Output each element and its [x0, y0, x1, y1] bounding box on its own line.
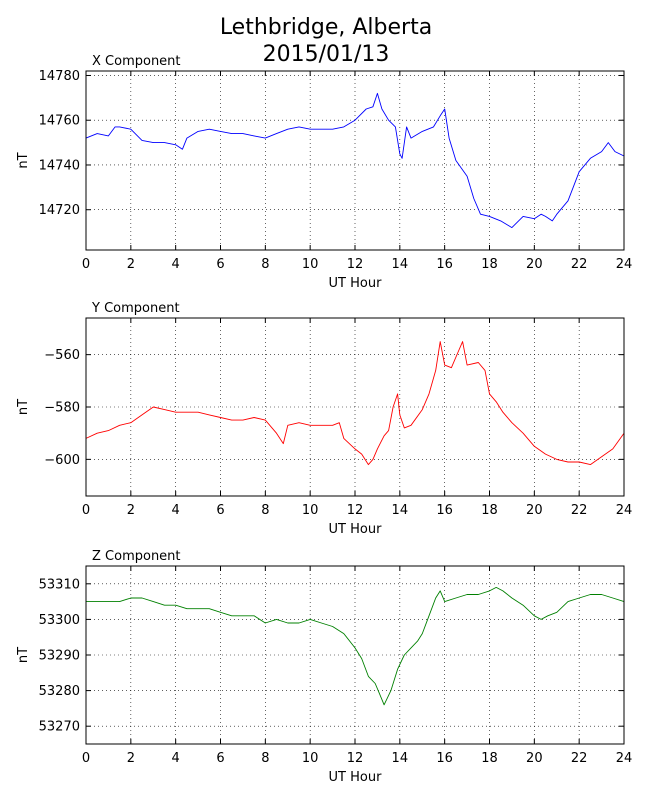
- x-tick-label: 2: [127, 503, 135, 518]
- x-tick-label: 12: [347, 257, 364, 272]
- series-line: [85, 92, 625, 229]
- x-axis-label: UT Hour: [329, 276, 383, 291]
- x-tick-label: 20: [526, 751, 543, 766]
- x-tick-label: 24: [616, 751, 633, 766]
- figure-title-line2: 2015/01/13: [263, 42, 390, 67]
- series-line: [85, 341, 625, 466]
- x-tick-label: 10: [302, 751, 319, 766]
- x-tick-label: 16: [436, 751, 453, 766]
- panel-title: Y Component: [91, 301, 180, 316]
- x-tick-label: 18: [481, 503, 498, 518]
- x-tick-label: 24: [616, 503, 633, 518]
- y-tick-label: 14780: [39, 69, 80, 84]
- y-tick-label: 53270: [39, 720, 80, 735]
- x-tick-label: 20: [526, 503, 543, 518]
- y-tick-label: −580: [44, 401, 80, 416]
- y-component-panel: Y Component UT Hour nT 0 2 4 6 8 10 12 14 16 18 20…: [16, 301, 632, 537]
- x-tick-label: 16: [436, 503, 453, 518]
- x-tick-label: 22: [571, 503, 588, 518]
- x-tick-label: 2: [127, 257, 135, 272]
- x-tick-label: 12: [347, 503, 364, 518]
- x-tick-label: 14: [392, 503, 409, 518]
- x-tick-label: 14: [392, 257, 409, 272]
- x-tick-label: 8: [261, 503, 269, 518]
- x-tick-label: 12: [347, 751, 364, 766]
- x-tick-label: 8: [261, 257, 269, 272]
- x-tick-label: 4: [172, 503, 180, 518]
- x-tick-label: 8: [261, 751, 269, 766]
- panel-title: X Component: [92, 54, 181, 69]
- x-axis-label: UT Hour: [329, 522, 383, 537]
- y-axis-label: nT: [16, 152, 31, 168]
- x-tick-label: 10: [302, 503, 319, 518]
- y-tick-label: −600: [44, 453, 80, 468]
- y-tick-label: 53300: [39, 613, 80, 628]
- y-tick-label: 53290: [39, 649, 80, 664]
- x-tick-label: 6: [216, 257, 224, 272]
- x-tick-label: 4: [172, 257, 180, 272]
- x-tick-label: 20: [526, 257, 543, 272]
- x-tick-label: 14: [392, 751, 409, 766]
- x-tick-label: 0: [82, 257, 90, 272]
- x-tick-label: 18: [481, 751, 498, 766]
- y-tick-label: 53280: [39, 684, 80, 699]
- x-tick-label: 0: [82, 751, 90, 766]
- x-tick-label: 6: [216, 751, 224, 766]
- x-component-panel: X Component UT Hour nT 0 2 4 6 8 10 12 14 16 18 20…: [16, 54, 632, 291]
- series-line: [86, 586, 625, 706]
- x-tick-label: 22: [571, 257, 588, 272]
- x-tick-label: 0: [82, 503, 90, 518]
- x-tick-label: 22: [571, 751, 588, 766]
- y-tick-label: −560: [44, 348, 80, 363]
- x-tick-label: 6: [216, 503, 224, 518]
- x-axis-label: UT Hour: [329, 770, 383, 785]
- panel-title: Z Component: [92, 549, 181, 564]
- y-tick-label: 53310: [39, 577, 80, 592]
- x-tick-label: 10: [302, 257, 319, 272]
- x-tick-label: 18: [481, 257, 498, 272]
- x-tick-label: 16: [436, 257, 453, 272]
- y-axis-label: nT: [16, 647, 31, 663]
- y-tick-label: 14720: [39, 203, 80, 218]
- y-axis-label: nT: [16, 399, 31, 415]
- figure-title-line1: Lethbridge, Alberta: [220, 15, 432, 40]
- x-tick-label: 4: [172, 751, 180, 766]
- y-tick-label: 14740: [39, 158, 80, 173]
- y-tick-label: 14760: [39, 114, 80, 129]
- x-tick-label: 24: [616, 257, 633, 272]
- z-component-panel: Z Component UT Hour nT 0 2 4 6 8 10 12 14 16 18 20…: [16, 549, 632, 785]
- x-tick-label: 2: [127, 751, 135, 766]
